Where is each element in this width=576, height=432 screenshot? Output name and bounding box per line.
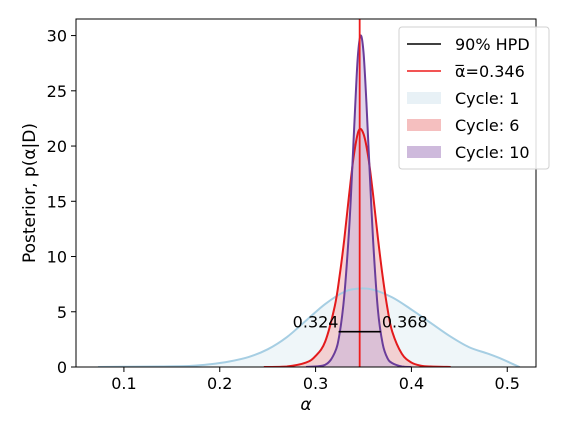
y-tick-label: 25	[47, 82, 67, 101]
y-tick-label: 0	[57, 358, 67, 377]
x-tick-label: 0.3	[303, 374, 328, 393]
x-axis-label: α	[300, 395, 311, 415]
y-tick-label: 15	[47, 192, 67, 211]
series-layer	[98, 34, 521, 367]
y-axis-label: Posterior, p(α|D)	[20, 123, 40, 263]
plot-frame	[75, 18, 537, 368]
y-tick-label: 20	[47, 137, 67, 156]
x-tick-label: 0.2	[207, 374, 232, 393]
y-tick-label: 30	[47, 27, 67, 46]
x-tick-label: 0.5	[495, 374, 520, 393]
legend-mean-label: α̅=0.346	[455, 62, 525, 81]
legend-cycle10-swatch	[407, 146, 441, 158]
legend-cycle10-label: Cycle: 10	[455, 143, 530, 162]
hpd-low-label: 0.324	[293, 313, 339, 332]
legend-hpd-label: 90% HPD	[455, 35, 530, 54]
cycle10-area	[306, 35, 412, 367]
legend-cycle1-swatch	[407, 92, 441, 104]
cycle6-line	[263, 127, 451, 367]
x-tick-label: 0.1	[111, 374, 136, 393]
y-tick-label: 5	[57, 303, 67, 322]
legend-cycle1-label: Cycle: 1	[455, 89, 519, 108]
legend-box	[398, 26, 550, 170]
y-tick-label: 10	[47, 248, 67, 267]
cycle10-line	[305, 34, 412, 367]
cycle1-area	[98, 288, 520, 367]
x-tick-label: 0.4	[399, 374, 424, 393]
y-axis: 0 5 10 15 20 25 30	[47, 27, 76, 377]
hpd-high-label: 0.368	[382, 313, 428, 332]
legend-cycle6-label: Cycle: 6	[455, 116, 519, 135]
x-axis: 0.1 0.2 0.3 0.4 0.5	[111, 367, 520, 393]
legend: 90% HPD α̅=0.346 Cycle: 1 Cycle: 6 Cycle…	[398, 26, 550, 170]
hpd-layer: 0.324 0.368	[293, 313, 428, 333]
legend-cycle6-swatch	[407, 119, 441, 131]
